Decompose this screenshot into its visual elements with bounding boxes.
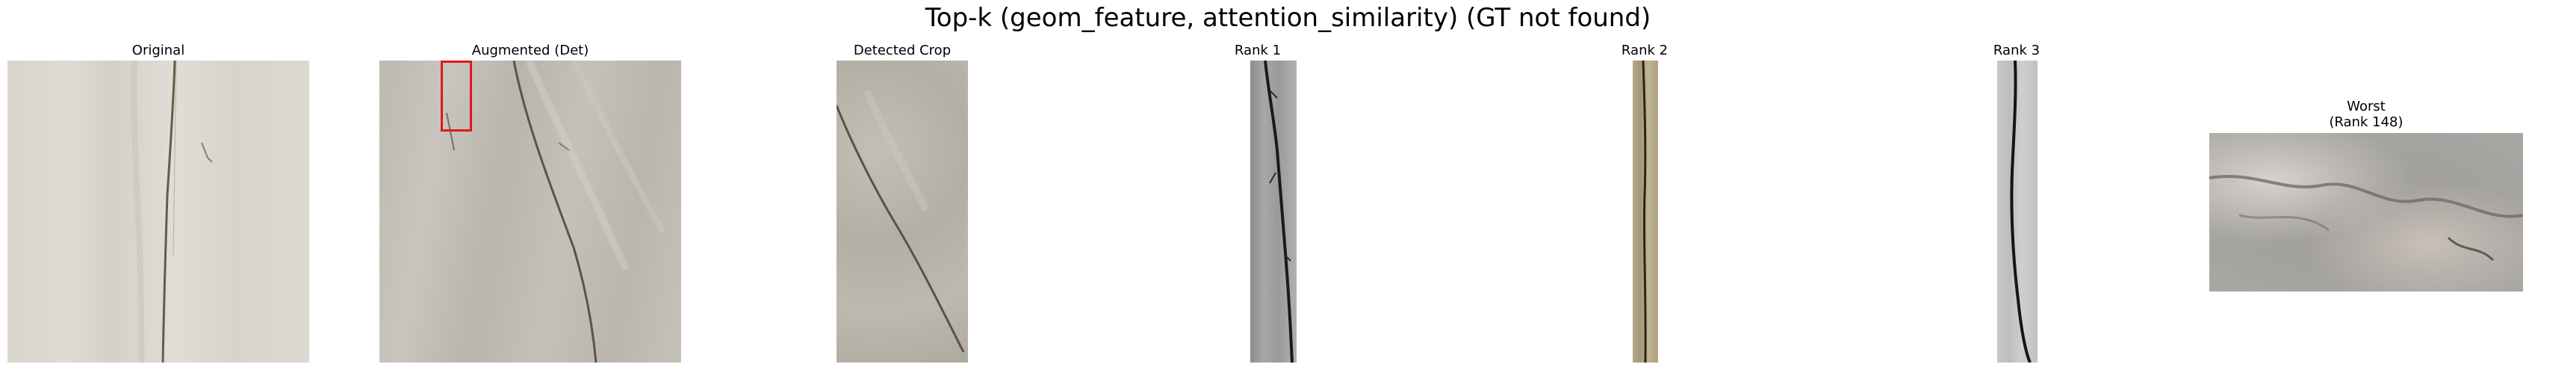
panel-title-rank-1: Rank 1: [1220, 43, 1295, 58]
rank-3-image: [1997, 61, 2037, 363]
rank-1-image: [1250, 61, 1297, 363]
detection-box: [441, 61, 472, 132]
panel-title-original: Original: [7, 43, 309, 58]
worst-image: [2209, 133, 2523, 292]
panel-title-rank-3: Rank 3: [1979, 43, 2054, 58]
augmented-image: [379, 61, 681, 363]
figure-title: Top-k (geom_feature, attention_similarit…: [0, 1, 2576, 34]
panel-title-rank-2: Rank 2: [1607, 43, 1682, 58]
panel-title-worst: Worst (Rank 148): [2209, 99, 2523, 130]
original-image: [7, 61, 309, 363]
detected-crop-image: [837, 61, 968, 363]
rank-2-image: [1633, 61, 1658, 363]
panel-title-detected-crop: Detected Crop: [837, 43, 968, 58]
panel-title-augmented: Augmented (Det): [379, 43, 681, 58]
